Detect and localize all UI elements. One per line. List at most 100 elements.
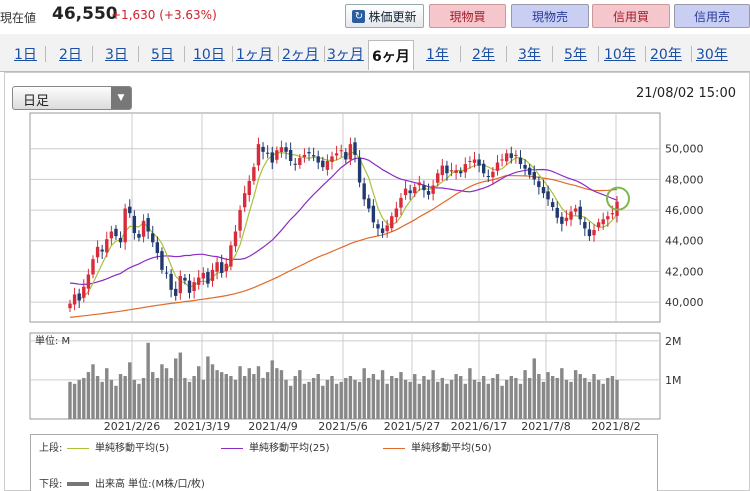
volume-bar	[509, 376, 513, 419]
volume-bar	[504, 379, 509, 419]
tab-5d[interactable]: 5日	[151, 47, 174, 63]
candle	[178, 270, 183, 300]
candle	[486, 169, 490, 183]
tab-1d[interactable]: 1日	[14, 47, 37, 63]
volume-bar	[316, 374, 320, 419]
candle-body	[610, 213, 615, 215]
tab-divider	[184, 46, 185, 62]
volume-bar	[100, 381, 104, 419]
margin-buy-button[interactable]: 信用買	[592, 4, 670, 28]
candle-body	[201, 272, 206, 279]
candle-body	[334, 153, 339, 156]
volume-bar	[72, 383, 77, 419]
candle	[128, 199, 132, 218]
candle-body	[413, 187, 417, 194]
candle-body	[325, 161, 330, 170]
volume-bar	[546, 372, 550, 419]
volume-bar	[192, 376, 196, 419]
candle-body	[592, 230, 596, 236]
volume-bar	[486, 383, 490, 419]
candle-body	[146, 218, 150, 232]
tab-3m[interactable]: 3ヶ月	[327, 47, 364, 63]
volume-bar	[555, 377, 559, 419]
volume-bar	[105, 368, 109, 419]
tab-3d[interactable]: 3日	[105, 47, 128, 63]
tab-10y[interactable]: 10年	[604, 47, 636, 63]
candle	[123, 203, 127, 250]
margin-sell-button[interactable]: 信用売	[674, 4, 750, 28]
volume-bar	[187, 381, 192, 419]
candle-body	[509, 153, 513, 158]
candle-body	[486, 176, 490, 178]
candle	[560, 212, 564, 232]
tab-2y[interactable]: 2年	[472, 47, 495, 63]
candle-body	[353, 142, 357, 155]
tab-1y[interactable]: 1年	[426, 47, 449, 63]
candle-body	[426, 191, 431, 195]
tab-3y[interactable]: 3年	[518, 47, 541, 63]
volume-bar	[371, 374, 376, 419]
candle-body	[233, 231, 238, 247]
candle	[77, 288, 81, 309]
volume-bar	[275, 368, 279, 419]
volume-bar	[472, 379, 477, 419]
volume-bar	[91, 364, 95, 419]
y-tick-label: 46,000	[665, 204, 704, 217]
candle-body	[583, 222, 587, 229]
volume-bar	[174, 358, 178, 419]
candle-body	[367, 198, 371, 209]
tab-20y[interactable]: 20年	[650, 47, 682, 63]
volume-bar	[523, 370, 527, 419]
volume-bar	[491, 377, 495, 419]
candle-body	[256, 144, 261, 166]
candle	[288, 142, 293, 166]
cash-sell-button[interactable]: 現物売	[511, 4, 589, 28]
volume-bar	[197, 366, 201, 419]
candle	[164, 266, 169, 279]
tab-10d[interactable]: 10日	[193, 47, 225, 63]
tab-2d[interactable]: 2日	[59, 47, 82, 63]
candle-body	[422, 185, 426, 191]
candle-body	[164, 272, 169, 274]
candle-body	[252, 167, 256, 181]
candle	[302, 148, 307, 163]
volume-bar	[270, 360, 274, 419]
volume-bar	[367, 377, 371, 419]
candle-body	[330, 156, 334, 162]
tab-30y[interactable]: 30年	[696, 47, 728, 63]
legend-ma25: 単純移動平均(25)	[221, 439, 330, 454]
candle	[316, 150, 320, 170]
candle-body	[247, 180, 251, 196]
volume-bar	[293, 376, 297, 419]
candle	[477, 153, 481, 173]
candle	[325, 154, 330, 176]
candle	[155, 236, 160, 260]
tab-2m[interactable]: 2ヶ月	[282, 47, 319, 63]
candle	[233, 224, 238, 252]
volume-bar	[362, 368, 366, 419]
volume-bar	[610, 376, 615, 419]
legend-lower-label: 下段:	[39, 479, 63, 490]
tab-5y[interactable]: 5年	[564, 47, 587, 63]
tab-1m[interactable]: 1ヶ月	[236, 47, 273, 63]
volume-bar	[500, 385, 504, 419]
candle	[527, 163, 532, 179]
candle	[72, 287, 77, 311]
volume-tick-label: 1M	[665, 374, 682, 387]
volume-bar	[206, 356, 210, 419]
volume-bar	[463, 383, 468, 419]
tab-6m[interactable]: 6ヶ月	[368, 40, 414, 70]
candle	[151, 225, 155, 248]
candle	[390, 212, 394, 232]
refresh-price-button[interactable]: ↻ 株価更新	[345, 4, 424, 28]
x-tick-label: 2021/5/6	[318, 420, 367, 433]
cash-buy-button[interactable]: 現物買	[429, 4, 506, 28]
candle-body	[118, 237, 123, 243]
chevron-down-icon: ▼	[111, 87, 131, 109]
candle-body	[587, 229, 592, 237]
candle	[252, 163, 256, 185]
candle	[137, 230, 141, 242]
candle-body	[550, 202, 555, 207]
chart-type-select[interactable]: 日足 ▼	[12, 86, 132, 110]
candle	[408, 184, 412, 200]
